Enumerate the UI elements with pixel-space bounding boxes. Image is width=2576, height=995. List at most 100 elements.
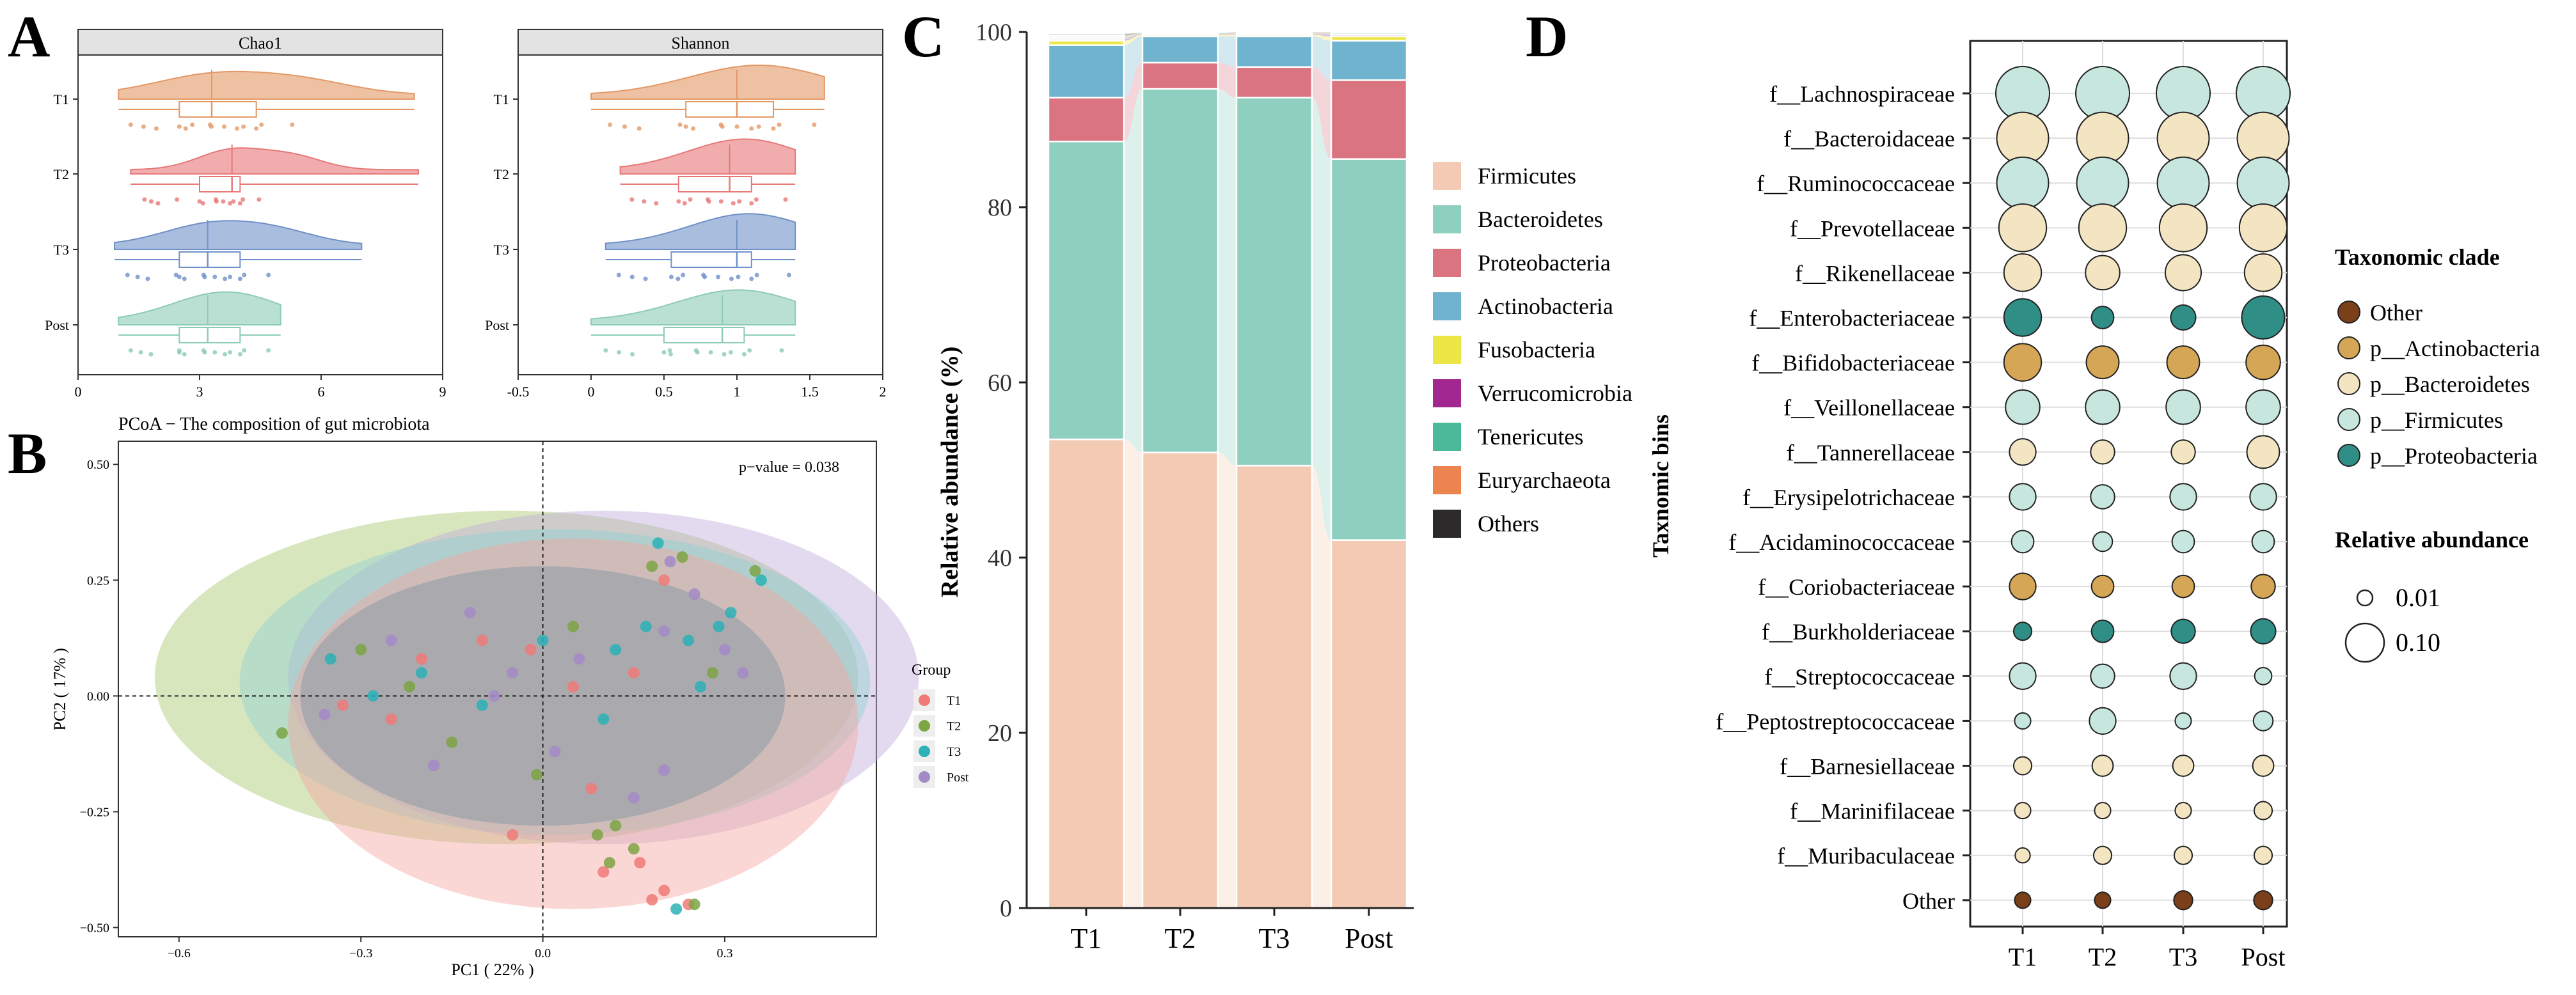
- bubble-row-label: f__Streptococcaceae: [1764, 664, 1955, 689]
- bar-flow-Actinobacteria: [1312, 36, 1331, 81]
- size-legend-circle: [2356, 589, 2374, 607]
- chao1-dot-Post: [237, 352, 242, 357]
- shannon-xtick-label: 2: [880, 384, 887, 400]
- size-legend-label: 0.01: [2396, 583, 2440, 612]
- bubble-row-label: f__Rikenellaceae: [1795, 260, 1955, 286]
- bubble-row-label: f__Marinifilaceae: [1790, 799, 1955, 824]
- shannon-dot-T2: [642, 199, 647, 204]
- bubble-column-label-Post: Post: [2241, 943, 2286, 971]
- bubble-p__Bacteroidetes: [2085, 255, 2121, 291]
- bar-flow-Bacteroidetes: [1218, 89, 1237, 466]
- bar-segment-Firmicutes-T3: [1235, 464, 1313, 909]
- shannon-dot-Post: [708, 350, 713, 355]
- bar-segment-Bacteroidetes-T3: [1235, 97, 1313, 467]
- shannon-panel: Shannon T1 T2 T3 Post -0.5 0 0.5 1 1.5 2: [485, 29, 887, 400]
- bubble-p__Proteobacteria: [2170, 304, 2197, 331]
- bar-legend-label-Actinobacteria: Actinobacteria: [1478, 294, 1613, 319]
- pcoa-legend-dot-T1: [919, 694, 930, 706]
- bar-ytick-label: 20: [988, 720, 1012, 747]
- bubble-row-label: f__Acidaminococcaceae: [1728, 529, 1955, 555]
- pcoa-point-Post: [688, 588, 700, 600]
- bubble-p__Firmicutes: [2085, 389, 2121, 425]
- chao1-dot-T2: [142, 197, 147, 202]
- pcoa-content: [118, 441, 919, 937]
- bar-flow-Firmicutes: [1124, 439, 1142, 908]
- bubble-p__Firmicutes: [2089, 707, 2117, 735]
- pcoa-point-T1: [416, 653, 427, 665]
- bubble-p__Firmicutes: [2254, 666, 2273, 686]
- size-legend-items: 0.01 0.10: [2344, 583, 2440, 663]
- pcoa-ytick-label: 0.00: [87, 689, 109, 703]
- shannon-box-T2: [677, 176, 752, 192]
- pcoa-point-T2: [567, 620, 579, 632]
- shannon-dot-T3: [736, 274, 741, 279]
- chao1-dot-T2: [257, 197, 262, 202]
- bubble-p__Bacteroidetes: [2158, 203, 2208, 253]
- bubble-row-label: f__Coriobacteriaceae: [1758, 574, 1955, 600]
- chao1-dot-Post: [266, 348, 271, 353]
- chao1-dot-Post: [228, 350, 232, 355]
- pcoa-point-T3: [683, 634, 695, 646]
- bubble-p__Firmicutes: [2251, 529, 2275, 554]
- bubble-p__Proteobacteria: [2003, 298, 2043, 337]
- shannon-dot-T2: [688, 197, 693, 202]
- pcoa-point-T1: [385, 713, 397, 725]
- clade-legend-dot: [2337, 444, 2360, 467]
- bubble-p__Firmicutes: [2011, 529, 2035, 554]
- shannon-dot-T1: [777, 122, 782, 127]
- bubble-p__Bacteroidetes: [2174, 802, 2192, 820]
- shannon-group-label-T3: T3: [494, 242, 509, 258]
- pcoa-legend-label-T1: T1: [947, 694, 961, 708]
- pcoa-point-Post: [628, 792, 640, 804]
- shannon-group-label-Post: Post: [485, 317, 509, 333]
- clade-legend-label: Other: [2370, 300, 2422, 325]
- shannon-dot-Post: [661, 350, 667, 355]
- bubble-p__Bacteroidetes: [2014, 802, 2032, 820]
- bar-flow-Fusobacteria: [1312, 35, 1331, 41]
- pcoa-point-T2: [610, 820, 622, 832]
- pcoa-point-T1: [567, 680, 579, 693]
- chao1-dot-T3: [242, 272, 247, 278]
- bar-ytick-label: 100: [976, 19, 1012, 46]
- pcoa-legend-items: T1 T2 T3 Post: [913, 689, 969, 788]
- pcoa-point-Post: [664, 556, 676, 568]
- bubble-p__Firmicutes: [2090, 663, 2115, 689]
- chao1-group-labels: T1 T2 T3 Post: [45, 91, 78, 333]
- shannon-dot-T3: [786, 272, 791, 278]
- shannon-xtick-label: 1.5: [801, 384, 819, 400]
- pcoa-point-T3: [652, 537, 664, 549]
- pcoa-legend-title: Group: [912, 662, 951, 678]
- bubble-row-label: f__Prevotellaceae: [1790, 215, 1955, 241]
- bubble-row-label: f__Veillonellaceae: [1783, 395, 1955, 421]
- pcoa-point-T1: [507, 829, 519, 841]
- shannon-dot-T1: [734, 124, 739, 129]
- chao1-density-T1: [118, 70, 415, 100]
- shannon-dot-Post: [729, 350, 733, 355]
- pcoa-point-T2: [404, 680, 416, 693]
- bubble-p__Bacteroidetes: [2164, 254, 2202, 292]
- pcoa-point-Post: [385, 634, 397, 646]
- pcoa-ytick-label: −0.50: [80, 921, 109, 936]
- chao1-dot-Post: [138, 350, 143, 355]
- bubble-p__Actinobacteria: [2009, 572, 2037, 600]
- shannon-dot-T3: [668, 274, 674, 279]
- chao1-group-label-Post: Post: [45, 317, 69, 333]
- clade-legend-dot: [2337, 372, 2360, 395]
- bubble-Other: [2094, 891, 2112, 909]
- bubble-row-label: Other: [1902, 888, 1955, 914]
- clade-legend-items: Other p__Actinobacteria p__Bacteroidetes p_…: [2337, 300, 2540, 469]
- chao1-dot-T2: [155, 201, 161, 206]
- bubble-p__Bacteroidetes: [2156, 111, 2210, 165]
- bar-legend-swatch-Firmicutes: [1433, 162, 1461, 190]
- chao1-dot-T3: [182, 276, 187, 281]
- bar-segment-Others-T1: [1047, 33, 1125, 36]
- bubble-row-label: f__Bifidobacteriaceae: [1751, 350, 1955, 376]
- bubble-p__Firmicutes: [2156, 156, 2210, 210]
- pcoa-point-T2: [591, 829, 603, 841]
- bar-flow-Verrucomicrobia: [1124, 33, 1142, 41]
- chao1-dot-T3: [212, 274, 217, 279]
- shannon-dot-T2: [737, 199, 742, 204]
- chao1-box-T3: [178, 251, 241, 268]
- bubble-p__Bacteroidetes: [2090, 439, 2115, 465]
- bubble-ylabel: Taxnomic bins: [1648, 414, 1673, 558]
